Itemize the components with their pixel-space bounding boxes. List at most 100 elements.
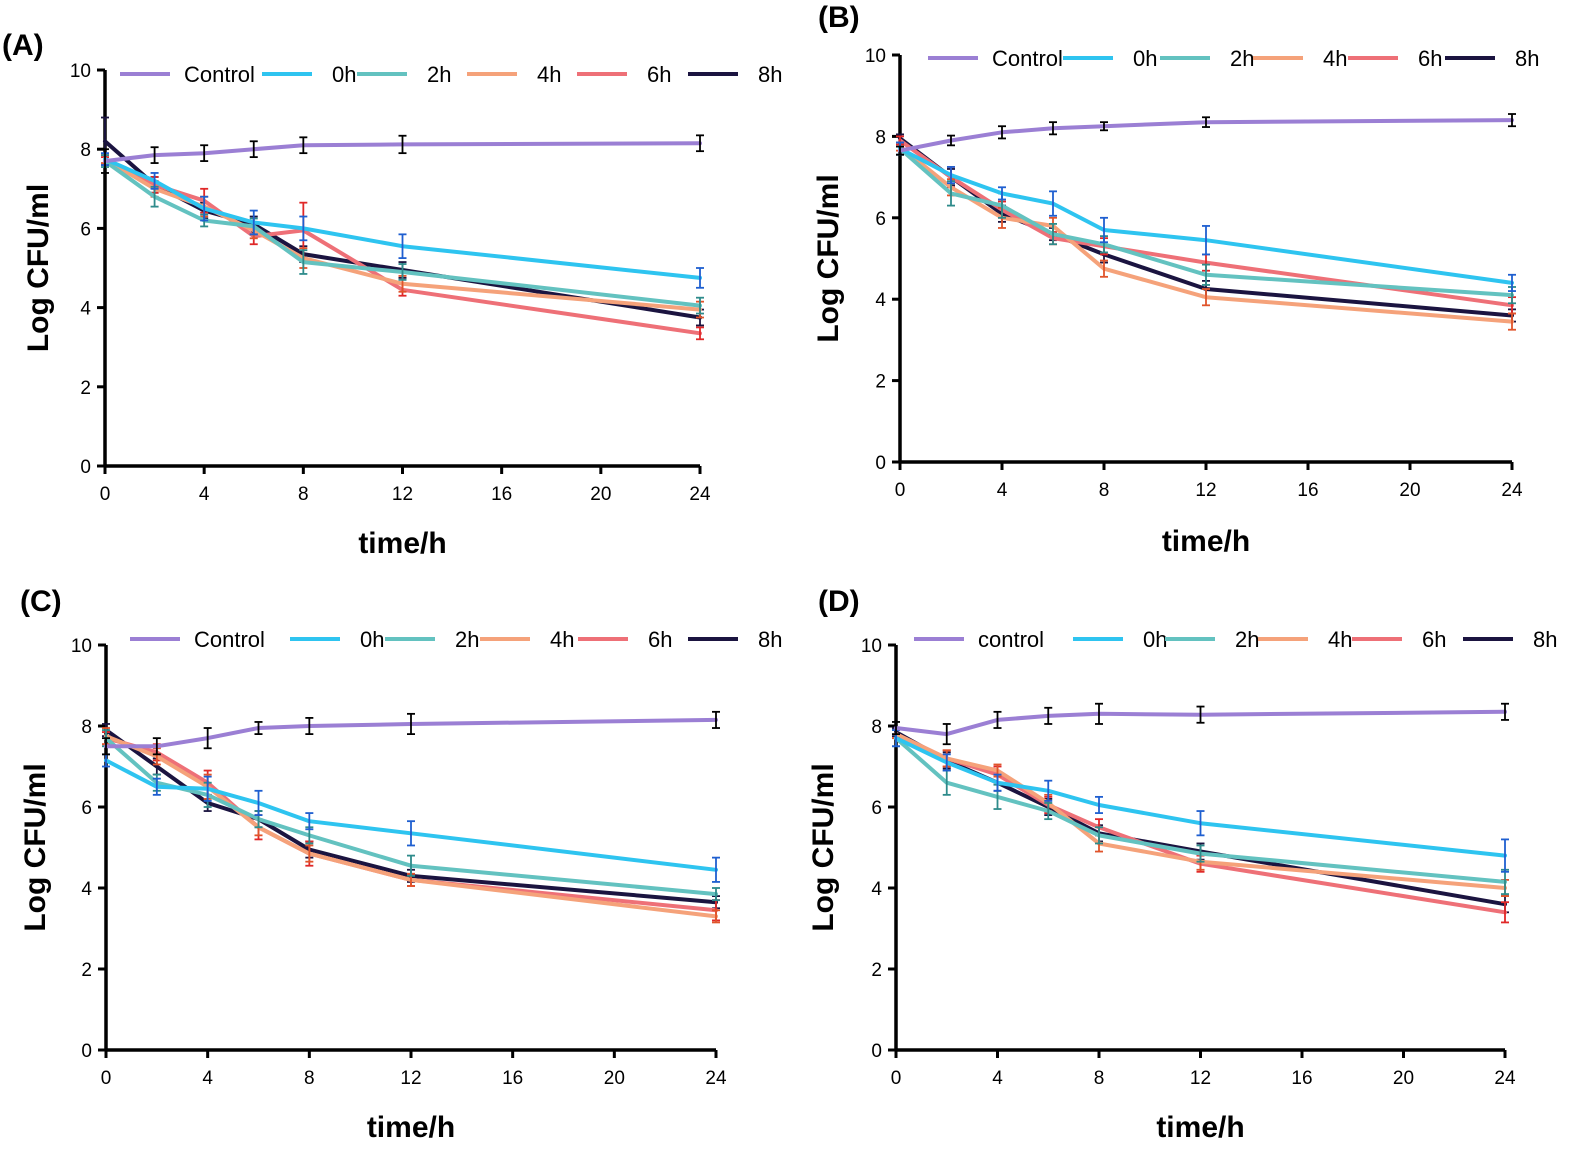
y-tick-label: 8	[80, 140, 91, 161]
legend-label: 4h	[550, 627, 574, 652]
error-bar	[305, 812, 314, 831]
x-tick-label: 24	[689, 484, 711, 505]
error-bar	[152, 777, 161, 796]
error-bar	[407, 820, 415, 847]
y-tick-label: 4	[81, 879, 92, 900]
error-bar	[1044, 779, 1053, 802]
error-bar	[249, 209, 258, 236]
legend-item-2h: 2h	[1160, 46, 1254, 71]
error-bar	[407, 854, 415, 877]
legend-label: 6h	[1418, 46, 1442, 71]
legend-item-control: Control	[928, 46, 1063, 71]
legend-item-6h: 6h	[577, 62, 671, 87]
x-tick-label: 12	[400, 1068, 421, 1089]
legend-label: 0h	[1143, 627, 1167, 652]
error-bar	[998, 125, 1006, 140]
error-bar	[1501, 702, 1509, 721]
y-tick-label: 2	[81, 960, 92, 981]
panel-label: (C)	[20, 585, 62, 618]
panel-label: (B)	[818, 1, 860, 34]
error-bar	[896, 145, 904, 156]
error-bar	[1100, 121, 1108, 132]
x-axis-title: time/h	[1156, 1111, 1244, 1144]
error-bar	[1196, 844, 1205, 863]
series-line-0h	[894, 736, 1507, 858]
error-bar	[200, 195, 209, 222]
legend-item-4h: 4h	[480, 627, 574, 652]
error-bar	[1100, 259, 1108, 278]
error-bar	[712, 710, 720, 729]
error-bar	[299, 136, 308, 155]
error-bar	[993, 773, 1002, 792]
y-axis-title: Log CFU/ml	[19, 763, 52, 931]
legend-item-6h: 6h	[1352, 627, 1446, 652]
legend-label: 0h	[1133, 46, 1157, 71]
error-bar	[1196, 705, 1205, 724]
x-tick-label: 24	[1494, 1068, 1516, 1089]
error-bar	[203, 775, 212, 802]
legend-item-0h: 0h	[290, 627, 384, 652]
legend-item-4h: 4h	[1253, 46, 1347, 71]
error-bar	[1508, 312, 1516, 331]
x-tick-label: 8	[1094, 1068, 1105, 1089]
legend-label: 8h	[758, 627, 782, 652]
legend-label: 6h	[647, 62, 671, 87]
legend-label: control	[978, 627, 1044, 652]
error-bar	[993, 710, 1002, 729]
y-axis-title: Log CFU/ml	[812, 174, 845, 342]
legend: Control 0h 2h 4h 6h 8h	[928, 46, 1539, 71]
legend-label: Control	[184, 62, 255, 87]
legend-label: Control	[194, 627, 265, 652]
x-tick-label: 16	[1297, 480, 1318, 501]
error-bar	[1049, 121, 1057, 136]
error-bar	[712, 856, 720, 883]
x-tick-label: 0	[101, 1068, 112, 1089]
legend-label: 6h	[1422, 627, 1446, 652]
x-tick-label: 8	[298, 484, 309, 505]
x-tick-label: 4	[997, 480, 1008, 501]
legend-label: 0h	[360, 627, 384, 652]
x-tick-label: 24	[1501, 480, 1523, 501]
error-bar	[942, 753, 951, 772]
y-tick-label: 6	[80, 219, 91, 240]
series-0h	[101, 152, 704, 289]
x-tick-label: 0	[100, 484, 111, 505]
error-bar	[299, 215, 308, 242]
series-line-0h	[103, 157, 702, 280]
legend-label: 6h	[648, 627, 672, 652]
x-tick-label: 0	[891, 1068, 902, 1089]
series-control	[102, 710, 720, 756]
error-bar	[1095, 702, 1103, 725]
error-bar	[200, 144, 209, 162]
legend-item-0h: 0h	[1063, 46, 1157, 71]
y-tick-label: 10	[70, 61, 91, 82]
y-tick-label: 4	[875, 290, 886, 311]
legend-label: 8h	[1533, 627, 1557, 652]
y-tick-label: 0	[875, 453, 886, 474]
error-bar	[398, 263, 407, 281]
series-2h	[102, 729, 720, 902]
legend-label: Control	[992, 46, 1063, 71]
y-tick-label: 10	[861, 636, 882, 657]
error-bar	[398, 134, 407, 155]
error-bar	[696, 326, 704, 341]
x-tick-label: 16	[502, 1068, 523, 1089]
error-bar	[152, 737, 161, 756]
y-tick-label: 4	[80, 299, 91, 320]
error-bar	[407, 712, 415, 735]
legend-item-8h: 8h	[688, 627, 782, 652]
error-bar	[1202, 288, 1210, 307]
x-tick-label: 12	[1195, 480, 1216, 501]
series-2h	[896, 141, 1516, 305]
y-axis-title: Log CFU/ml	[22, 184, 55, 352]
x-tick-label: 16	[491, 484, 512, 505]
legend-label: 2h	[1235, 627, 1259, 652]
error-bar	[254, 721, 263, 735]
legend-item-4h: 4h	[467, 62, 561, 87]
error-bar	[150, 172, 159, 190]
y-tick-label: 6	[875, 209, 886, 230]
